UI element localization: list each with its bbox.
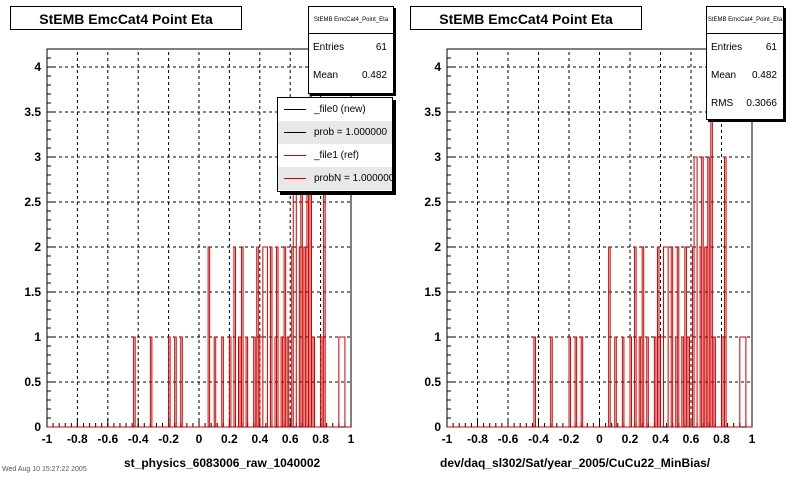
left-stats-header: StEMB EmcCat4_Point_Eta <box>309 7 393 34</box>
left-stats-mean: Mean 0.482 <box>309 62 393 90</box>
y-tick-label: 3 <box>34 150 41 164</box>
stats-value: 61 <box>375 42 387 53</box>
y-tick-label: 2 <box>34 240 41 254</box>
x-tick-label: -1 <box>442 432 453 446</box>
right-chart: -1 -0.8 -0.6 -0.4 -0.2 0 0.2 0.4 0.6 0.8 1 0 0.5 1 1.5… <box>424 48 756 446</box>
stats-label: Mean <box>711 70 737 81</box>
left-stats-box: StEMB EmcCat4_Point_Eta Entries 61 Mean … <box>308 6 394 94</box>
x-tick-label: 0.8 <box>312 432 329 446</box>
stats-value: 61 <box>765 42 777 53</box>
y-tick-label: 3.5 <box>424 105 441 119</box>
left-stats-entries: Entries 61 <box>309 34 393 62</box>
y-tick-label: 1.5 <box>424 285 441 299</box>
y-tick-label: 0 <box>434 420 441 434</box>
x-tick-label: 0.6 <box>282 432 299 446</box>
left-x-axis-label: st_physics_6083006_raw_1040002 <box>124 456 321 470</box>
x-tick-label: -0.4 <box>128 432 149 446</box>
y-tick-label: 4 <box>434 60 441 74</box>
right-stats-mean: Mean 0.482 <box>707 62 783 90</box>
y-tick-label: 1 <box>434 330 441 344</box>
legend-label: _file1 (ref) <box>314 150 360 161</box>
x-tick-label: -0.2 <box>158 432 179 446</box>
y-tick-label: 0 <box>34 420 41 434</box>
x-tick-label: -0.2 <box>559 432 580 446</box>
x-tick-label: -1 <box>42 432 53 446</box>
legend-label: prob = 1.000000 <box>314 127 388 138</box>
x-tick-label: 0 <box>596 432 603 446</box>
right-x-axis-label: dev/daq_sl302/Sat/year_2005/CuCu22_MinBi… <box>440 456 711 470</box>
legend-entry: prob = 1.000000 <box>278 121 392 144</box>
legend-line <box>284 109 306 110</box>
x-tick-label: 0.4 <box>251 432 268 446</box>
right-stats-header: StEMB EmcCat4_Point_Eta <box>707 7 783 34</box>
y-tick-label: 0.5 <box>424 375 441 389</box>
x-tick-label: -0.8 <box>67 432 88 446</box>
x-tick-label: -0.6 <box>498 432 519 446</box>
left-chart: -1 -0.8 -0.6 -0.4 -0.2 0 0.2 0.4 0.6 0.8 1 0 0.5 1 1.5… <box>24 48 355 446</box>
right-stats-entries: Entries 61 <box>707 34 783 62</box>
legend-label: _file0 (new) <box>314 104 366 115</box>
stats-value: 0.482 <box>361 70 387 81</box>
stats-value: 0.3066 <box>746 98 777 109</box>
y-tick-label: 2 <box>434 240 441 254</box>
x-tick-label: 0.8 <box>713 432 730 446</box>
y-tick-label: 1 <box>34 330 41 344</box>
legend-entry: _file0 (new) <box>278 98 392 121</box>
legend-line <box>284 155 306 156</box>
legend-box: _file0 (new) prob = 1.000000 _file1 (ref… <box>277 97 393 192</box>
stats-value: 0.482 <box>751 70 777 81</box>
stats-label: Entries <box>711 42 743 53</box>
x-tick-label: -0.4 <box>528 432 549 446</box>
right-chart-title: StEMB EmcCat4 Point Eta <box>410 6 642 30</box>
left-chart-title: StEMB EmcCat4 Point Eta <box>10 6 242 30</box>
legend-line <box>284 178 306 179</box>
legend-entry: probN = 1.000000 <box>278 167 392 190</box>
y-tick-label: 4 <box>34 60 41 74</box>
y-tick-label: 1.5 <box>24 285 41 299</box>
x-tick-label: 0.2 <box>221 432 238 446</box>
legend-line <box>284 132 306 133</box>
right-stats-box: StEMB EmcCat4_Point_Eta Entries 61 Mean … <box>706 6 784 120</box>
stats-label: Entries <box>313 42 345 53</box>
histogram-series <box>447 66 752 428</box>
y-tick-label: 3.5 <box>24 105 41 119</box>
y-tick-label: 2.5 <box>424 195 441 209</box>
x-tick-label: 0.6 <box>683 432 700 446</box>
x-tick-label: 0.2 <box>622 432 639 446</box>
timestamp-text: Wed Aug 10 15:27:22 2005 <box>2 466 87 473</box>
stats-label: Mean <box>313 70 339 81</box>
x-tick-label: 0 <box>196 432 203 446</box>
x-tick-label: 1 <box>348 432 355 446</box>
x-tick-label: -0.6 <box>97 432 118 446</box>
y-tick-label: 3 <box>434 150 441 164</box>
x-tick-label: 1 <box>749 432 756 446</box>
legend-label: probN = 1.000000 <box>314 173 393 184</box>
x-tick-label: -0.8 <box>467 432 488 446</box>
y-tick-label: 0.5 <box>24 375 41 389</box>
stats-label: RMS <box>711 98 734 109</box>
x-tick-label: 0.4 <box>652 432 669 446</box>
right-stats-rms: RMS 0.3066 <box>707 90 783 118</box>
legend-entry: _file1 (ref) <box>278 144 392 167</box>
y-tick-label: 2.5 <box>24 195 41 209</box>
